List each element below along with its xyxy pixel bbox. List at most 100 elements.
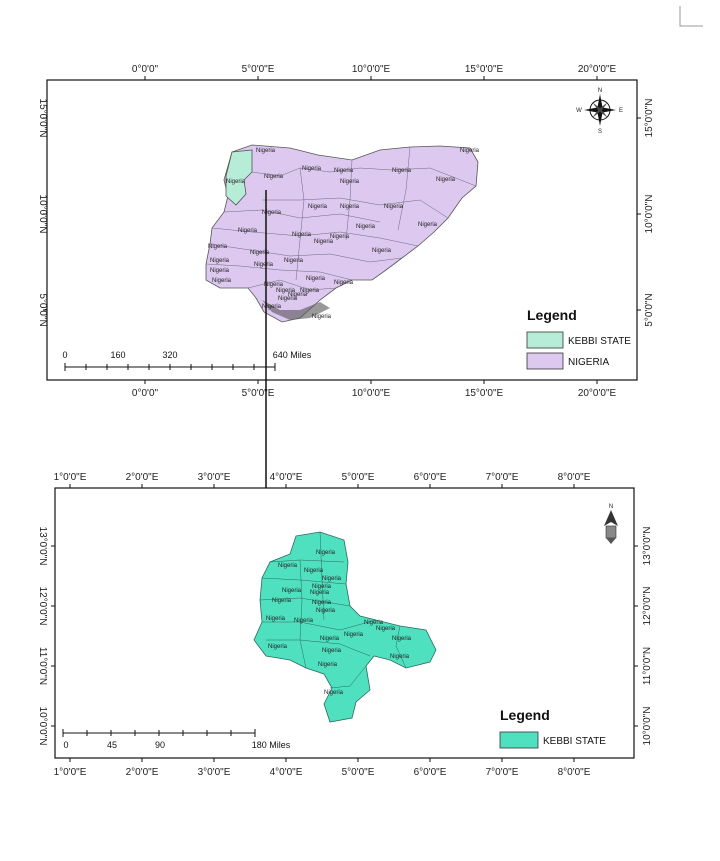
- nigeria-map: Nigeria Nigeria Nigeria Nigeria Nigeria Niger…: [205, 144, 480, 323]
- region-label: Nigeria: [254, 262, 274, 268]
- nigeria-region-labels: Nigeria Nigeria Nigeria Nigeria Nigeria Niger…: [208, 148, 480, 320]
- region-label: Nigeria: [392, 168, 412, 174]
- region-label: Nigeria: [210, 268, 230, 274]
- legend-label-nigeria: NIGERIA: [568, 357, 609, 368]
- region-label: Nigeria: [340, 179, 360, 185]
- tick-label: 10°0'0"N: [37, 707, 48, 746]
- scale-label: 0: [63, 740, 68, 750]
- region-label: Nigeria: [292, 232, 312, 238]
- region-label: Nigeria: [266, 616, 286, 622]
- tick-label: 10°0'0"N: [37, 195, 48, 234]
- tick-label: 5°0'0"E: [342, 472, 375, 483]
- region-label: Nigeria: [344, 632, 364, 638]
- region-label: Nigeria: [238, 228, 258, 234]
- region-label: Nigeria: [304, 568, 324, 574]
- region-label: Nigeria: [278, 296, 298, 302]
- legend-swatch-kebbi: [499, 731, 539, 749]
- tick-label: 15°0'0"E: [465, 388, 504, 399]
- scale-label: 320: [162, 350, 177, 360]
- region-label: Nigeria: [390, 654, 410, 660]
- tick-label: 8°0'0"E: [558, 767, 591, 778]
- region-label: Nigeria: [268, 644, 288, 650]
- tick-label: 1°0'0"E: [54, 472, 87, 483]
- region-label: Nigeria: [322, 576, 342, 582]
- top-map-right-ticks: 15°0'0"N 10°0'0"N 5°0'0"N: [637, 99, 655, 327]
- bottom-map-left-ticks: 13°0'0"N 12°0'0"N 11°0'0"N 10°0'0"N: [37, 527, 55, 746]
- scale-label: 45: [107, 740, 117, 750]
- region-label: Nigeria: [256, 148, 276, 154]
- region-label: Nigeria: [460, 148, 480, 154]
- region-label: Nigeria: [264, 174, 284, 180]
- tick-label: 10°0'0"E: [352, 64, 391, 75]
- scale-label: 0: [62, 350, 67, 360]
- bottom-map-legend: Legend KEBBI STATE: [499, 707, 606, 749]
- kebbi-region-labels: NigeriaNigeriaNigeriaNigeriaNigeriaNiger…: [266, 550, 412, 696]
- tick-label: 6°0'0"E: [414, 472, 447, 483]
- region-label: Nigeria: [208, 244, 228, 250]
- region-label: Nigeria: [262, 304, 282, 310]
- region-label: Nigeria: [310, 590, 330, 596]
- region-label: Nigeria: [212, 278, 232, 284]
- tick-label: 2°0'0"E: [126, 767, 159, 778]
- page-corner-mark: [679, 6, 703, 27]
- legend-swatch-kebbi: [526, 331, 564, 349]
- scale-label: 640 Miles: [273, 350, 312, 360]
- compass-rose-icon: N E S W: [576, 88, 623, 135]
- region-label: Nigeria: [330, 234, 350, 240]
- region-label: Nigeria: [312, 584, 332, 590]
- region-label: Nigeria: [392, 636, 412, 642]
- tick-label: 11°0'0"N: [37, 647, 48, 685]
- kebbi-highlight: [225, 149, 253, 206]
- region-label: Nigeria: [356, 224, 376, 230]
- tick-label: 4°0'0"E: [270, 767, 303, 778]
- tick-label: 5°0'0"E: [242, 64, 275, 75]
- legend-title: Legend: [500, 707, 550, 723]
- tick-label: 7°0'0"E: [486, 767, 519, 778]
- region-label: Nigeria: [324, 690, 344, 696]
- region-label: Nigeria: [316, 608, 336, 614]
- tick-label: 10°0'0"N: [642, 707, 653, 746]
- scale-label: 90: [155, 740, 165, 750]
- bottom-map-bottom-ticks: 1°0'0"E 2°0'0"E 3°0'0"E 4°0'0"E 5°0'0"E …: [54, 758, 591, 778]
- region-label: Nigeria: [312, 600, 332, 606]
- tick-label: 4°0'0"E: [270, 472, 303, 483]
- tick-label: 0°0'0": [132, 388, 159, 399]
- nigeria-outline: [205, 144, 479, 323]
- tick-label: 0°0'0": [132, 64, 159, 75]
- tick-label: 8°0'0"E: [558, 472, 591, 483]
- top-map: 0°0'0" 5°0'0"E 10°0'0"E 15°0'0"E 20°0'0"…: [37, 64, 655, 399]
- legend-title: Legend: [527, 307, 577, 323]
- region-label: Nigeria: [334, 280, 354, 286]
- compass-n-label: N: [598, 88, 602, 94]
- region-label: Nigeria: [262, 210, 282, 216]
- region-label: Nigeria: [372, 248, 392, 254]
- region-label: Nigeria: [278, 563, 298, 569]
- tick-label: 15°0'0"E: [465, 64, 504, 75]
- region-label: Nigeria: [302, 166, 322, 172]
- tick-label: 15°0'0"N: [644, 99, 655, 138]
- tick-label: 5°0'0"N: [644, 293, 655, 326]
- tick-label: 5°0'0"E: [342, 767, 375, 778]
- top-map-left-ticks: 15°0'0"N 10°0'0"N 5°0'0"N: [37, 99, 48, 327]
- kebbi-map: NigeriaNigeriaNigeriaNigeriaNigeriaNiger…: [253, 531, 437, 723]
- tick-label: 1°0'0"E: [54, 767, 87, 778]
- region-label: Nigeria: [300, 288, 320, 294]
- region-label: Nigeria: [210, 258, 230, 264]
- bottom-map-top-ticks: 1°0'0"E 2°0'0"E 3°0'0"E 4°0'0"E 5°0'0"E …: [54, 472, 591, 488]
- compass-s-label: S: [598, 129, 602, 135]
- tick-label: 3°0'0"E: [198, 767, 231, 778]
- bottom-map-right-ticks: 13°0'0"N 12°0'0"N 11°0'0"N 10°0'0"N: [634, 527, 653, 746]
- legend-label-kebbi: KEBBI STATE: [568, 336, 631, 347]
- top-map-bottom-ticks: 0°0'0" 5°0'0"E 10°0'0"E 15°0'0"E 20°0'0"…: [132, 380, 617, 399]
- top-map-scale-bar: 0 160 320 640 Miles: [62, 350, 312, 371]
- region-label: Nigeria: [306, 276, 326, 282]
- tick-label: 13°0'0"N: [642, 527, 653, 566]
- top-map-top-ticks: 0°0'0" 5°0'0"E 10°0'0"E 15°0'0"E 20°0'0"…: [132, 64, 617, 80]
- region-label: Nigeria: [226, 179, 246, 185]
- tick-label: 20°0'0"E: [578, 388, 617, 399]
- region-label: Nigeria: [334, 168, 354, 174]
- tick-label: 3°0'0"E: [198, 472, 231, 483]
- tick-label: 10°0'0"N: [644, 195, 655, 234]
- region-label: Nigeria: [418, 222, 438, 228]
